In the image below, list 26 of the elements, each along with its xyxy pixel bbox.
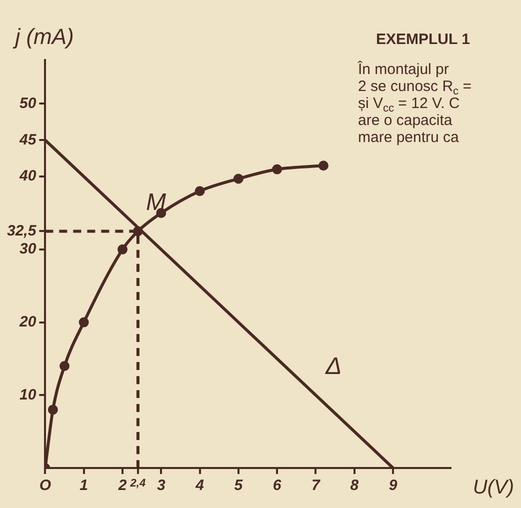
x-tick-label: O bbox=[39, 477, 52, 494]
annotation: M bbox=[146, 188, 166, 216]
x-tick-label: 4 bbox=[194, 477, 205, 494]
x-tick-label: 2,4 bbox=[129, 478, 146, 490]
x-tick-label: 5 bbox=[234, 477, 244, 494]
annotation: mare pentru ca bbox=[358, 129, 460, 146]
annotation: Δ bbox=[324, 352, 342, 380]
y-tick-label: 32,5 bbox=[6, 222, 37, 240]
x-tick-label: 1 bbox=[80, 477, 88, 494]
x-tick-label: 3 bbox=[156, 477, 166, 494]
x-tick-label: 9 bbox=[388, 477, 398, 494]
x-tick-label: 7 bbox=[312, 477, 321, 494]
text: EXEMPLUL 1 bbox=[376, 31, 470, 48]
y-tick-label: 30 bbox=[20, 240, 37, 258]
y-axis-title: j (mA) bbox=[12, 24, 74, 50]
x-axis-title: U(V) bbox=[472, 476, 514, 499]
x-tick-label: 8 bbox=[350, 477, 360, 494]
x-tick-label: 6 bbox=[272, 477, 282, 494]
y-tick-label: 40 bbox=[18, 168, 37, 185]
x-tick-label: 2 bbox=[117, 477, 128, 494]
y-tick-label: 20 bbox=[18, 313, 37, 330]
y-tick-label: 50 bbox=[20, 94, 37, 112]
annotation: are o capacita bbox=[358, 112, 453, 130]
y-tick-label: 45 bbox=[18, 131, 37, 148]
annotation: În montajul pr bbox=[357, 60, 449, 78]
y-tick-label: 10 bbox=[20, 386, 37, 404]
